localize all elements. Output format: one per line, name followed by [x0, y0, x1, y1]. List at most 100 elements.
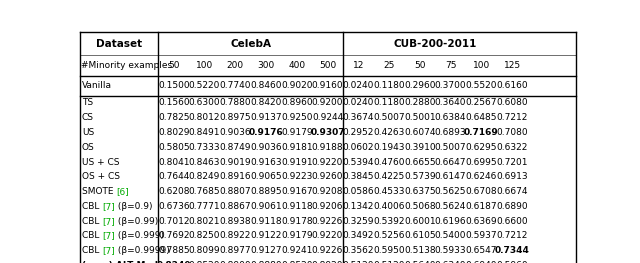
Text: 50: 50 — [414, 61, 426, 70]
Text: 0.4263: 0.4263 — [373, 128, 404, 137]
Text: 0.8916: 0.8916 — [220, 172, 251, 181]
Text: 0.8420: 0.8420 — [250, 98, 282, 108]
Text: 0.6300: 0.6300 — [189, 98, 220, 108]
Text: 300: 300 — [257, 61, 275, 70]
Text: 0.5007: 0.5007 — [373, 113, 405, 122]
Text: 0.5937: 0.5937 — [465, 231, 497, 240]
Text: 0.8249: 0.8249 — [189, 172, 220, 181]
Text: 0.5960: 0.5960 — [496, 261, 528, 263]
Text: 0.5933: 0.5933 — [435, 246, 467, 255]
Text: 0.8977: 0.8977 — [220, 246, 251, 255]
Text: CBL: CBL — [82, 231, 102, 240]
Text: 0.0240: 0.0240 — [342, 81, 374, 90]
Text: 0.9226: 0.9226 — [312, 246, 343, 255]
Text: 100: 100 — [196, 61, 213, 70]
Text: 0.7740: 0.7740 — [220, 81, 251, 90]
Text: 0.5739: 0.5739 — [404, 172, 436, 181]
Text: CBL: CBL — [82, 246, 102, 255]
Text: [7]: [7] — [102, 217, 115, 226]
Text: 0.5394: 0.5394 — [342, 158, 374, 166]
Text: [7]: [7] — [102, 231, 115, 240]
Text: 0.8922: 0.8922 — [220, 231, 251, 240]
Text: 0.7333: 0.7333 — [189, 143, 220, 152]
Text: 0.6295: 0.6295 — [465, 143, 497, 152]
Text: SMOTE: SMOTE — [82, 187, 116, 196]
Text: 0.8938: 0.8938 — [220, 217, 251, 226]
Text: 0.9179: 0.9179 — [281, 128, 312, 137]
Text: 0.0240: 0.0240 — [342, 98, 374, 108]
Text: CelebA: CelebA — [230, 38, 271, 48]
Text: 0.5068: 0.5068 — [404, 202, 436, 211]
Text: 0.9065: 0.9065 — [250, 172, 282, 181]
Text: 0.6196: 0.6196 — [435, 217, 467, 226]
Text: 0.6160: 0.6160 — [496, 81, 528, 90]
Text: 0.1560: 0.1560 — [158, 98, 189, 108]
Text: 0.7692: 0.7692 — [158, 231, 189, 240]
Text: 0.6074: 0.6074 — [404, 128, 435, 137]
Text: 0.1500: 0.1500 — [158, 81, 189, 90]
Text: 0.9163: 0.9163 — [250, 158, 282, 166]
Text: 0.6674: 0.6674 — [496, 187, 528, 196]
Text: 0.6187: 0.6187 — [465, 202, 497, 211]
Text: 0.9179: 0.9179 — [281, 231, 312, 240]
Text: 0.6940: 0.6940 — [465, 261, 497, 263]
Text: 0.5625: 0.5625 — [435, 187, 467, 196]
Text: 0.8920: 0.8920 — [312, 261, 343, 263]
Text: 0.7825: 0.7825 — [158, 113, 189, 122]
Text: 0.7169: 0.7169 — [464, 128, 499, 137]
Text: 0.1943: 0.1943 — [373, 143, 404, 152]
Text: 0.5007: 0.5007 — [435, 143, 467, 152]
Text: 0.9250: 0.9250 — [281, 113, 312, 122]
Text: [7]: [7] — [102, 202, 115, 211]
Text: 0.4225: 0.4225 — [373, 172, 404, 181]
Text: 0.7212: 0.7212 — [497, 113, 528, 122]
Text: (β=0.9): (β=0.9) — [115, 202, 152, 211]
Text: 0.8807: 0.8807 — [220, 187, 251, 196]
Text: 0.3259: 0.3259 — [342, 217, 374, 226]
Text: 0.5640: 0.5640 — [404, 261, 435, 263]
Text: 0.3492: 0.3492 — [342, 231, 374, 240]
Text: 0.9020: 0.9020 — [281, 81, 312, 90]
Text: (ours) ALT Mode: (ours) ALT Mode — [82, 261, 164, 263]
Text: 0.9223: 0.9223 — [281, 172, 312, 181]
Text: 0.6890: 0.6890 — [496, 202, 528, 211]
Text: 0.5256: 0.5256 — [373, 231, 404, 240]
Text: 0.7012: 0.7012 — [158, 217, 189, 226]
Text: 0.9036: 0.9036 — [250, 143, 282, 152]
Text: 0.7771: 0.7771 — [189, 202, 220, 211]
Text: 0.6384: 0.6384 — [435, 113, 467, 122]
Text: 0.3910: 0.3910 — [404, 143, 436, 152]
Text: 0.8867: 0.8867 — [220, 202, 251, 211]
Text: 0.4760: 0.4760 — [373, 158, 404, 166]
Text: 0.4533: 0.4533 — [373, 187, 404, 196]
Text: 0.1180: 0.1180 — [373, 98, 405, 108]
Text: (β=0.999): (β=0.999) — [115, 231, 164, 240]
Text: 0.6995: 0.6995 — [465, 158, 497, 166]
Text: 0.9244: 0.9244 — [312, 113, 343, 122]
Text: 0.6105: 0.6105 — [404, 231, 436, 240]
Text: 0.9206: 0.9206 — [312, 202, 343, 211]
Text: 0.6600: 0.6600 — [496, 217, 528, 226]
Text: 0.9260: 0.9260 — [312, 172, 343, 181]
Text: 0.9019: 0.9019 — [220, 158, 251, 166]
Text: 0.5220: 0.5220 — [189, 81, 220, 90]
Text: 0.9122: 0.9122 — [250, 231, 282, 240]
Text: 0.6080: 0.6080 — [496, 98, 528, 108]
Text: 0.8250: 0.8250 — [189, 231, 220, 240]
Text: 0.9118: 0.9118 — [250, 217, 282, 226]
Text: 0.4006: 0.4006 — [373, 202, 404, 211]
Text: 0.8460: 0.8460 — [250, 81, 282, 90]
Text: 0.8975: 0.8975 — [220, 113, 251, 122]
Text: 0.5392: 0.5392 — [373, 217, 404, 226]
Text: OS + CS: OS + CS — [82, 172, 120, 181]
Text: (β=0.9999): (β=0.9999) — [115, 246, 170, 255]
Text: 0.3562: 0.3562 — [342, 246, 374, 255]
Text: 0.7344: 0.7344 — [495, 246, 529, 255]
Text: [6]: [6] — [116, 187, 129, 196]
Text: 0.8749: 0.8749 — [220, 143, 251, 152]
Text: 0.5120: 0.5120 — [342, 261, 374, 263]
Text: 0.3640: 0.3640 — [435, 98, 467, 108]
Text: 0.6913: 0.6913 — [496, 172, 528, 181]
Text: 0.8900: 0.8900 — [220, 261, 251, 263]
Text: 0.9167: 0.9167 — [281, 187, 312, 196]
